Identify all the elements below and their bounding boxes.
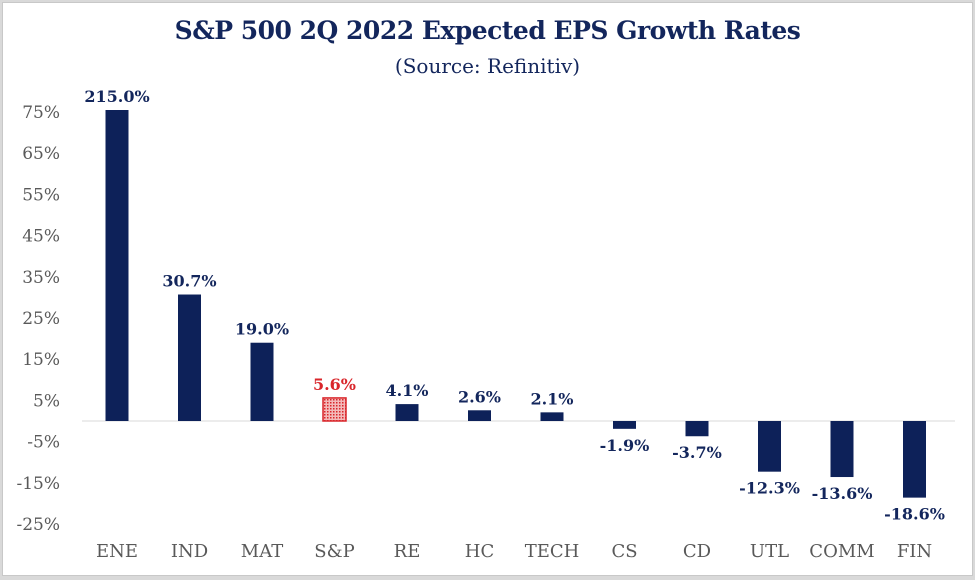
x-tick-label: MAT: [241, 541, 283, 562]
data-label: -12.3%: [739, 479, 800, 498]
data-label: 5.6%: [313, 375, 356, 394]
y-tick-label: 45%: [22, 227, 60, 247]
y-tick-label: -15%: [16, 474, 60, 494]
data-labels: 215.0% 30.7% 19.0% 5.6% 4.1% 2.6% 2.1% -1.9% -3.…: [84, 87, 945, 524]
bar-cs: [613, 421, 636, 429]
data-label: 4.1%: [385, 381, 428, 400]
x-tick-label: S&P: [314, 541, 354, 562]
bar-fin: [903, 421, 926, 498]
bar-tech: [540, 412, 564, 421]
x-tick-label: ENE: [96, 541, 138, 562]
y-tick-label: 25%: [22, 309, 60, 329]
x-tick-label: FIN: [897, 541, 932, 562]
bar-mat: [250, 342, 274, 421]
y-tick-label: 75%: [22, 103, 60, 123]
y-tick-label: 65%: [22, 144, 60, 164]
x-tick-label: CD: [683, 541, 711, 562]
y-axis: 75% 65% 55% 45% 35% 25% 15% 5% -5% -15% -25%: [16, 103, 60, 535]
data-label: 30.7%: [162, 272, 216, 291]
data-label: -1.9%: [600, 436, 650, 455]
bar-comm: [830, 421, 854, 478]
bar-ind: [178, 294, 201, 421]
x-tick-label: RE: [394, 541, 421, 562]
bar-utl: [758, 421, 781, 472]
x-tick-label: COMM: [809, 541, 874, 562]
y-tick-label: -5%: [27, 433, 60, 453]
data-label: 2.1%: [530, 389, 573, 408]
x-axis: ENE IND MAT S&P RE HC TECH CS CD UTL COMM FIN: [96, 541, 932, 562]
x-tick-label: CS: [611, 541, 637, 562]
y-tick-label: 5%: [33, 391, 60, 411]
chart-subtitle: (Source: Refinitiv): [394, 54, 581, 78]
data-label: -3.7%: [672, 443, 722, 462]
x-tick-label: TECH: [525, 541, 580, 562]
data-label: -13.6%: [812, 484, 873, 503]
bar-ene: [105, 110, 129, 421]
chart-title: S&P 500 2Q 2022 Expected EPS Growth Rate…: [174, 16, 801, 45]
y-tick-label: 15%: [22, 350, 60, 370]
data-label: -18.6%: [884, 505, 945, 524]
x-tick-label: UTL: [750, 541, 789, 562]
bar-hc: [468, 410, 491, 421]
bars: [105, 110, 926, 498]
y-tick-label: 35%: [22, 268, 60, 288]
bar-re: [395, 404, 419, 421]
bar-sp: [322, 397, 347, 422]
x-tick-label: HC: [465, 541, 494, 562]
y-tick-label: -25%: [16, 515, 60, 535]
data-label: 19.0%: [235, 320, 289, 339]
y-tick-label: 55%: [22, 185, 60, 205]
data-label: 215.0%: [84, 87, 149, 106]
bar-cd: [685, 421, 709, 437]
x-tick-label: IND: [171, 541, 208, 562]
data-label: 2.6%: [458, 387, 501, 406]
